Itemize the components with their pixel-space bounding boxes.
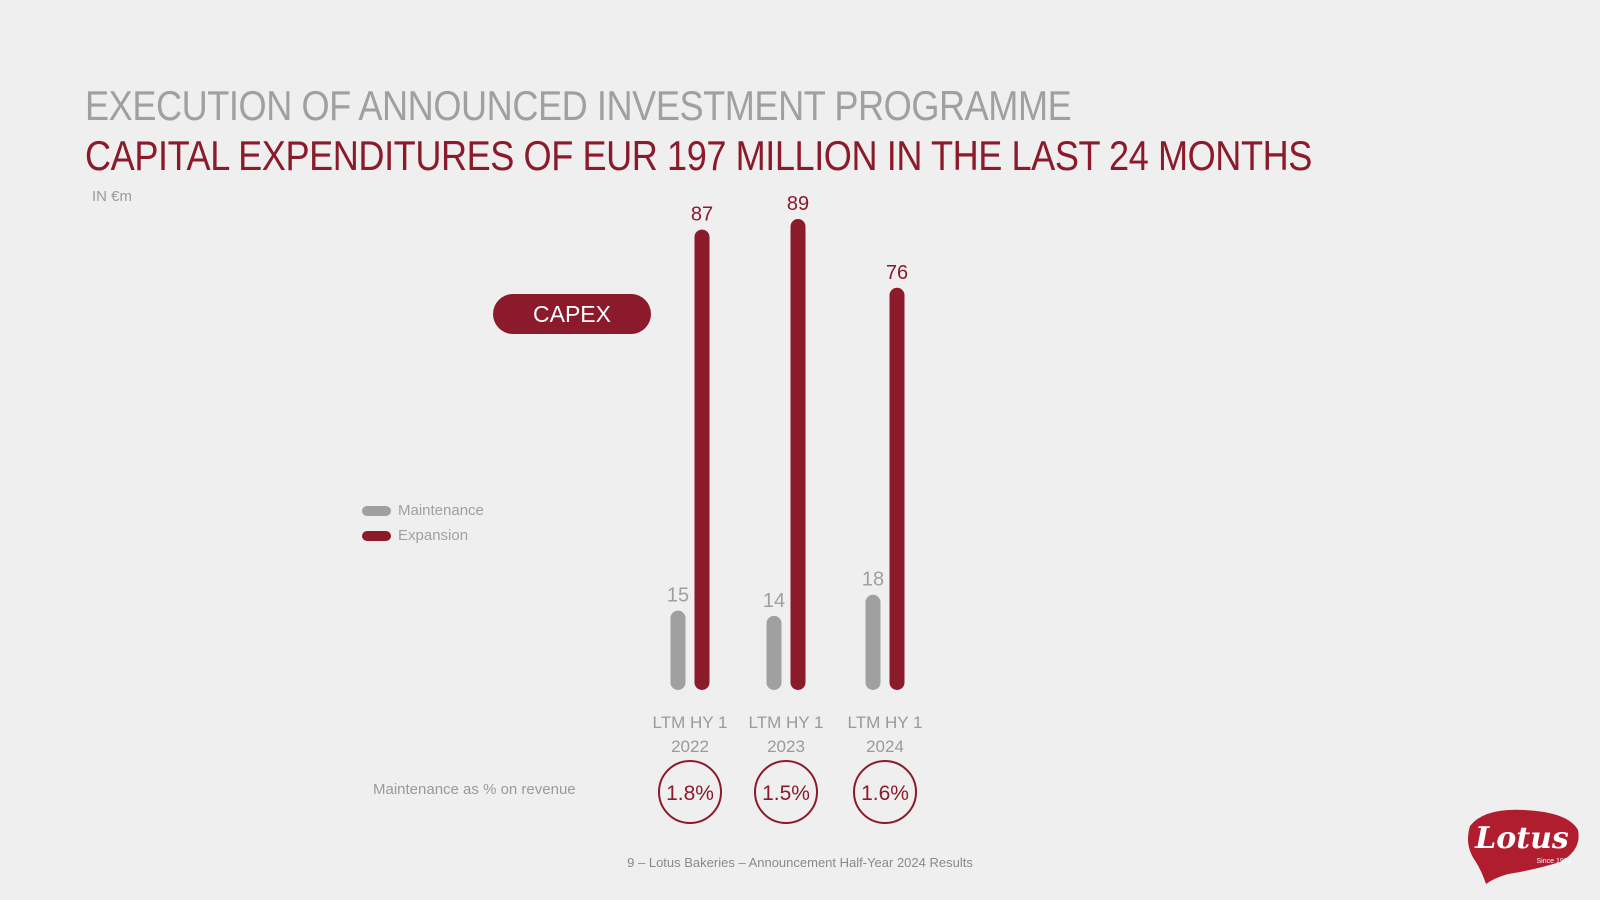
page-subtitle: CAPITAL EXPENDITURES OF EUR 197 MILLION … <box>85 132 1312 179</box>
data-label-maintenance-3: 18 <box>862 569 884 591</box>
data-label-expansion-3: 76 <box>886 262 908 284</box>
pct-circle-1 <box>658 760 722 824</box>
legend-item-maintenance: Maintenance <box>362 498 484 523</box>
legend-label-maintenance: Maintenance <box>398 502 484 519</box>
data-label-expansion-1: 87 <box>691 204 713 226</box>
footer-text: 9 – Lotus Bakeries – Announcement Half-Y… <box>627 855 973 870</box>
pct-value-2: 1.5% <box>762 782 810 805</box>
data-label-expansion-2: 89 <box>787 193 809 215</box>
logo-wordmark: Lotus <box>1474 821 1569 856</box>
bar-maintenance-1 <box>670 610 686 690</box>
capex-badge: CAPEX <box>493 294 651 334</box>
bar-expansion-1 <box>694 229 710 690</box>
lotus-logo: Lotus Since 1932 <box>1468 809 1579 884</box>
pct-circle-2 <box>754 760 818 824</box>
x-tick-label-3-line-1: LTM HY 1 <box>848 713 923 732</box>
legend-label-expansion: Expansion <box>398 527 469 544</box>
x-tick-label-1-line-1: LTM HY 1 <box>653 713 728 732</box>
bar-expansion-3 <box>889 287 905 690</box>
bar-maintenance-2 <box>766 615 782 690</box>
legend-item-expansion: Expansion <box>362 523 484 548</box>
data-label-maintenance-2: 14 <box>763 590 785 612</box>
legend-swatch-expansion <box>362 530 391 541</box>
bar-maintenance-3 <box>865 594 881 690</box>
x-tick-label-2-line-2: 2023 <box>767 737 805 756</box>
x-tick-label-3-line-2: 2024 <box>866 737 904 756</box>
pct-circle-3 <box>853 760 917 824</box>
pct-value-1: 1.8% <box>666 782 714 805</box>
chart-legend: Maintenance Expansion <box>362 498 484 548</box>
pct-value-3: 1.6% <box>861 782 909 805</box>
x-tick-label-1-line-2: 2022 <box>671 737 709 756</box>
logo-tagline: Since 1932 <box>1536 858 1571 865</box>
maintenance-pct-label: Maintenance as % on revenue <box>373 781 576 798</box>
bar-expansion-2 <box>790 219 806 690</box>
unit-label: IN €m <box>92 188 133 205</box>
legend-swatch-maintenance <box>362 505 391 516</box>
data-label-maintenance-1: 15 <box>667 585 689 607</box>
x-tick-label-2-line-1: LTM HY 1 <box>749 713 824 732</box>
page-title: EXECUTION OF ANNOUNCED INVESTMENT PROGRA… <box>85 82 1072 129</box>
